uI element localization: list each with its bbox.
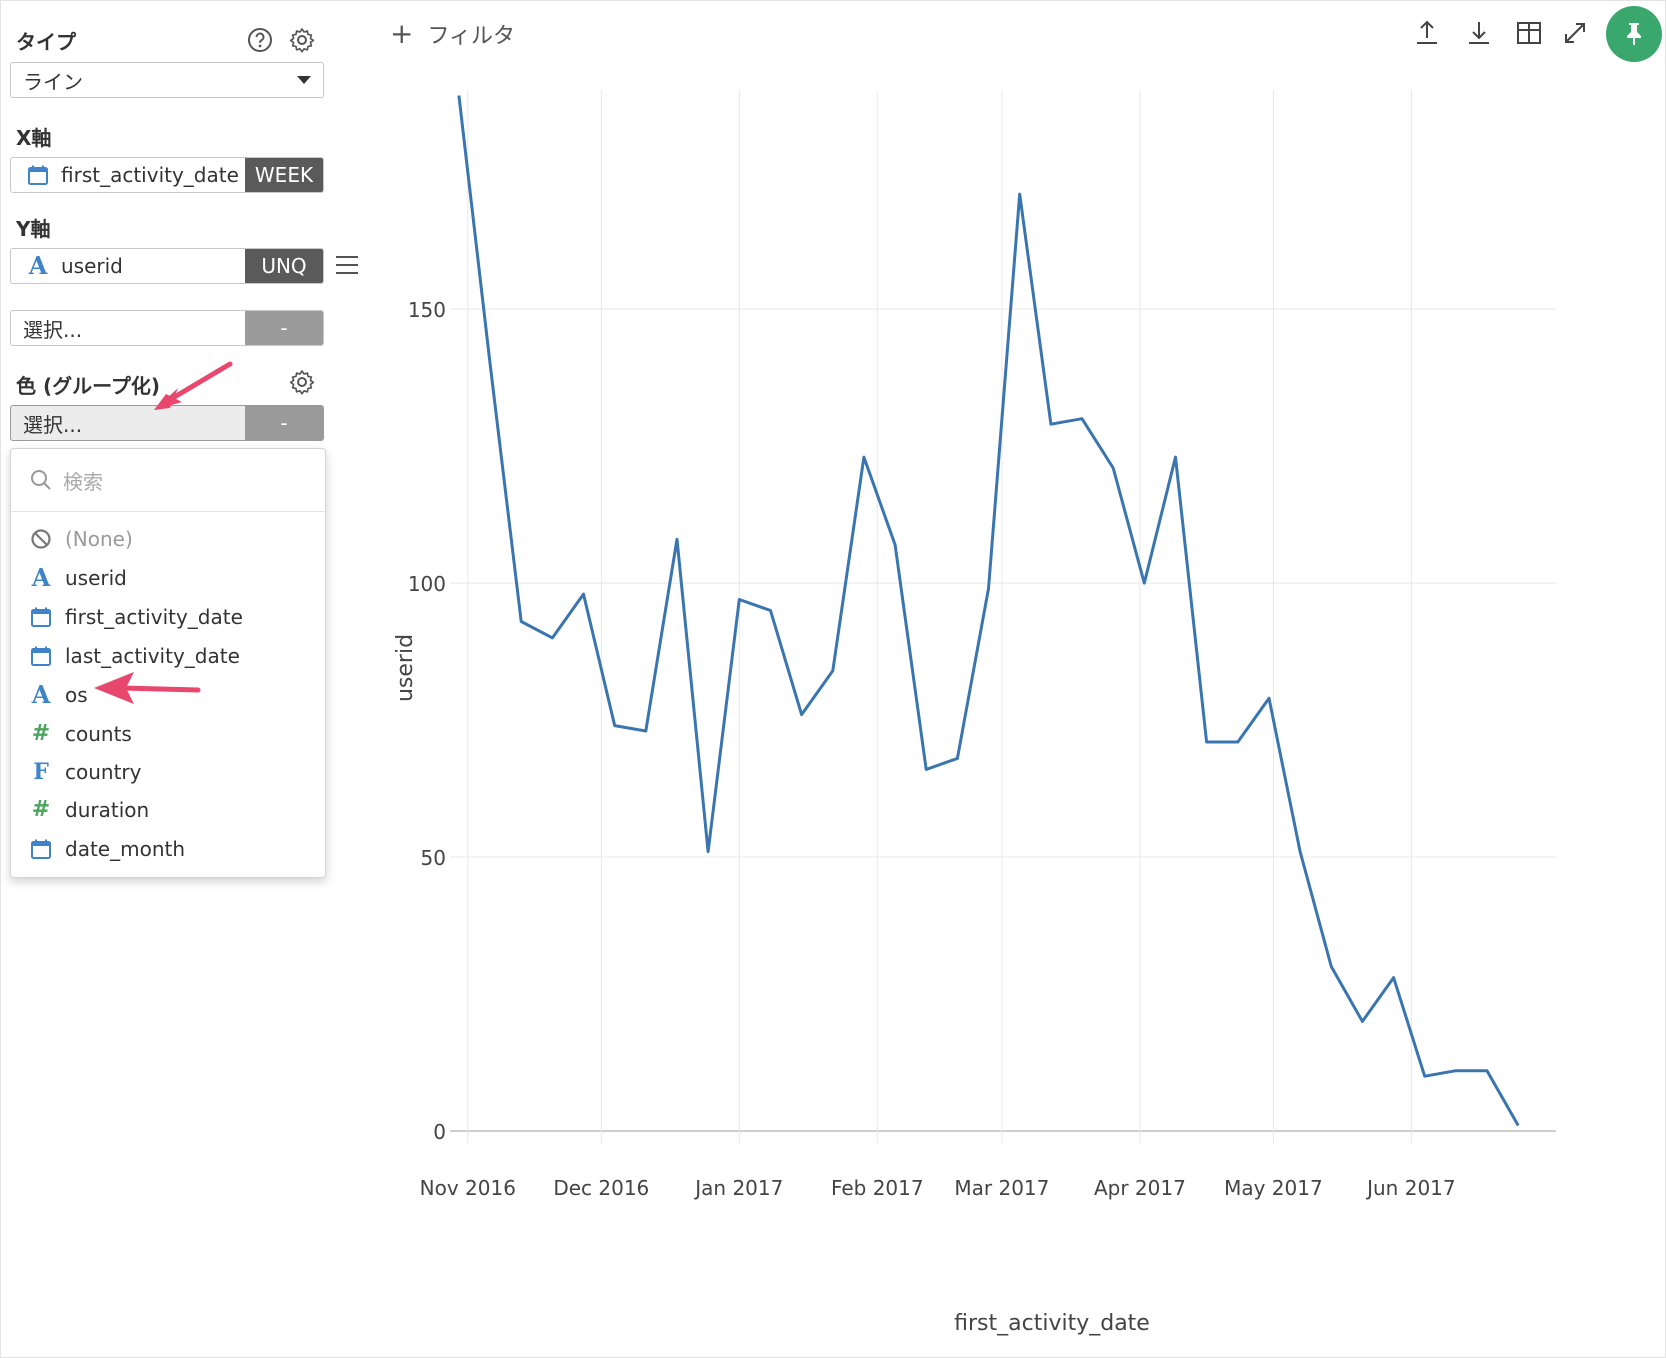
text-type-icon: A bbox=[31, 563, 51, 592]
y-axis-field[interactable]: A userid UNQ bbox=[10, 248, 324, 284]
x-axis-field-name: first_activity_date bbox=[61, 163, 239, 187]
dropdown-option-counts[interactable]: # counts bbox=[11, 716, 325, 752]
option-label: counts bbox=[65, 722, 132, 746]
factor-icon: F bbox=[33, 759, 49, 785]
y-tick-label: 0 bbox=[433, 1120, 446, 1144]
x-axis: Nov 2016 Dec 2016 Jan 2017 Feb 2017 Mar 2017… bbox=[420, 1176, 1456, 1200]
chart-grid bbox=[450, 90, 1556, 1143]
option-label: date_month bbox=[65, 837, 186, 861]
calendar-icon bbox=[27, 645, 55, 667]
text-type-icon: A bbox=[28, 251, 48, 280]
color-group-aggregation-button[interactable]: - bbox=[245, 406, 323, 440]
dropdown-option-date-month[interactable]: date_month bbox=[11, 831, 325, 867]
x-axis-aggregation-button[interactable]: WEEK bbox=[245, 158, 323, 192]
download-icon[interactable] bbox=[1464, 18, 1494, 48]
calendar-icon bbox=[25, 162, 51, 188]
y-axis-second-aggregation-button[interactable]: - bbox=[245, 311, 323, 345]
menu-icon[interactable] bbox=[336, 256, 358, 274]
series-line bbox=[457, 95, 1520, 1127]
dropdown-option-duration[interactable]: # duration bbox=[11, 792, 325, 828]
y-axis: 0 50 100 150 bbox=[408, 298, 446, 1144]
chevron-down-icon bbox=[297, 76, 311, 84]
pin-button[interactable] bbox=[1606, 6, 1662, 62]
option-label: userid bbox=[65, 566, 127, 590]
color-settings-gear-icon[interactable] bbox=[288, 368, 316, 396]
dropdown-option-country[interactable]: F country bbox=[11, 754, 325, 790]
x-tick-label: Mar 2017 bbox=[954, 1176, 1049, 1200]
upload-icon[interactable] bbox=[1412, 18, 1442, 48]
x-tick-label: Dec 2016 bbox=[553, 1176, 649, 1200]
chart-type-value: ライン bbox=[23, 69, 83, 94]
calendar-icon bbox=[27, 606, 55, 628]
y-tick-label: 50 bbox=[421, 846, 446, 870]
x-tick-label: Feb 2017 bbox=[831, 1176, 924, 1200]
gear-icon[interactable] bbox=[288, 26, 316, 54]
line-chart: 0 50 100 150 Nov 2016 Dec 2016 Jan 2017 Feb 20… bbox=[393, 90, 1556, 1336]
add-filter-button[interactable]: + フィルタ bbox=[390, 18, 515, 50]
dropdown-option-userid[interactable]: A userid bbox=[11, 560, 325, 596]
help-icon[interactable] bbox=[246, 26, 274, 54]
table-icon[interactable] bbox=[1514, 18, 1544, 48]
x-axis-title: first_activity_date bbox=[954, 1311, 1150, 1336]
plus-icon: + bbox=[390, 17, 414, 50]
dropdown-option-os[interactable]: A os bbox=[11, 677, 325, 713]
dropdown-option-last-activity-date[interactable]: last_activity_date bbox=[11, 638, 325, 674]
calendar-icon bbox=[27, 838, 55, 860]
option-label: first_activity_date bbox=[65, 605, 243, 629]
chart-type-select[interactable]: ライン bbox=[10, 62, 324, 98]
dropdown-option-none[interactable]: (None) bbox=[11, 521, 325, 557]
option-label: os bbox=[65, 683, 88, 707]
option-label: last_activity_date bbox=[65, 644, 240, 668]
search-icon bbox=[31, 470, 51, 490]
x-tick-label: Jan 2017 bbox=[693, 1176, 783, 1200]
text-type-icon: A bbox=[31, 680, 51, 709]
y-axis-second-placeholder: 選択... bbox=[23, 317, 83, 342]
color-group-dropdown: 検索 (None) A userid first_activity_date l… bbox=[10, 448, 326, 878]
add-filter-label: フィルタ bbox=[427, 24, 516, 49]
annotation-arrow-icon bbox=[94, 672, 201, 704]
option-label: country bbox=[65, 760, 142, 784]
x-tick-label: May 2017 bbox=[1224, 1176, 1323, 1200]
pin-icon bbox=[1627, 23, 1641, 45]
x-tick-label: Nov 2016 bbox=[420, 1176, 516, 1200]
color-group-placeholder: 選択... bbox=[23, 412, 83, 437]
x-axis-field[interactable]: first_activity_date WEEK bbox=[10, 157, 324, 193]
x-tick-label: Apr 2017 bbox=[1094, 1176, 1186, 1200]
y-tick-label: 100 bbox=[408, 572, 446, 596]
y-axis-second-field[interactable]: 選択... - bbox=[10, 310, 324, 346]
hash-icon: # bbox=[31, 797, 51, 822]
y-axis-label: Y軸 bbox=[16, 217, 51, 241]
color-group-select[interactable]: 選択... - bbox=[10, 405, 324, 441]
no-icon bbox=[27, 528, 55, 550]
search-input[interactable]: 検索 bbox=[63, 469, 103, 494]
expand-icon[interactable] bbox=[1560, 18, 1590, 48]
option-label: (None) bbox=[65, 527, 133, 551]
chart-type-label: タイプ bbox=[16, 30, 76, 54]
y-axis-aggregation-button[interactable]: UNQ bbox=[245, 249, 323, 283]
y-axis-title: userid bbox=[393, 634, 418, 702]
dropdown-search[interactable]: 検索 bbox=[11, 449, 325, 512]
color-group-label: 色 (グループ化) bbox=[16, 374, 161, 398]
dropdown-option-first-activity-date[interactable]: first_activity_date bbox=[11, 599, 325, 635]
hash-icon: # bbox=[31, 721, 51, 746]
x-tick-label: Jun 2017 bbox=[1365, 1176, 1456, 1200]
annotation-arrow-icon bbox=[154, 361, 233, 410]
x-axis-label: X軸 bbox=[16, 126, 52, 150]
y-tick-label: 150 bbox=[408, 298, 446, 322]
y-axis-field-name: userid bbox=[61, 254, 123, 278]
option-label: duration bbox=[65, 798, 150, 822]
